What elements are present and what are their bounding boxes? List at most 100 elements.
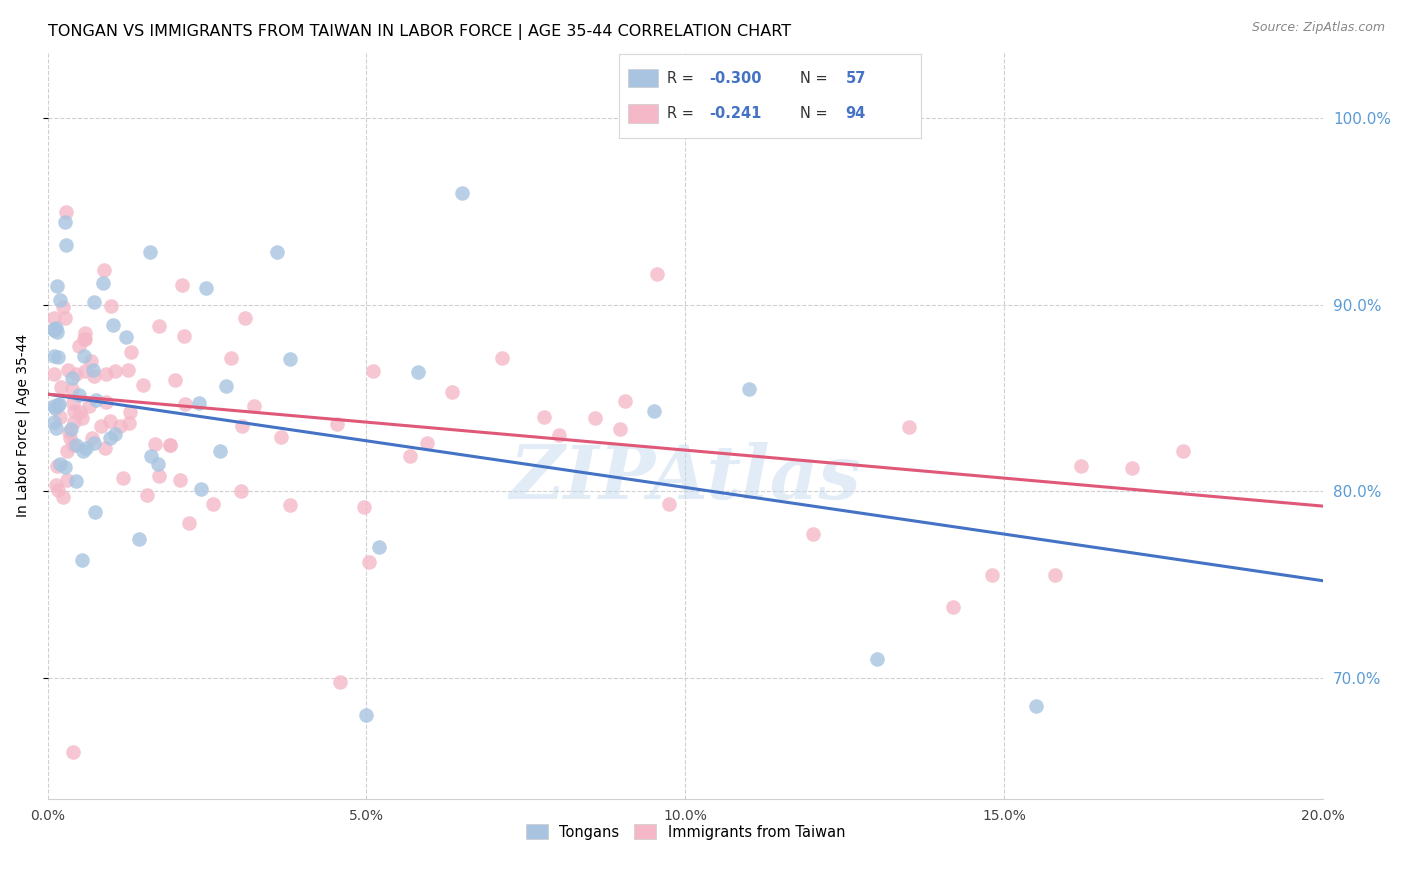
Point <box>645 267 668 281</box>
Point <box>356 708 378 723</box>
Point <box>233 310 256 325</box>
Point <box>63 404 86 418</box>
Point <box>75 442 97 456</box>
Point <box>266 244 288 259</box>
Point <box>96 395 118 409</box>
Point <box>231 483 253 498</box>
Point <box>48 457 70 471</box>
Point <box>201 498 224 512</box>
Point <box>98 414 121 428</box>
Point <box>45 321 67 335</box>
Point <box>738 382 761 396</box>
Point <box>120 405 142 419</box>
Point <box>100 431 122 445</box>
Text: N =: N = <box>800 70 832 86</box>
Point <box>46 458 69 473</box>
Point <box>45 421 67 435</box>
Point <box>73 332 96 346</box>
Point <box>65 438 87 452</box>
Point <box>132 377 155 392</box>
Point <box>118 416 141 430</box>
Legend: Tongans, Immigrants from Taiwan: Tongans, Immigrants from Taiwan <box>520 819 851 846</box>
Point <box>65 474 87 488</box>
Point <box>179 516 201 531</box>
Point <box>46 483 69 497</box>
Point <box>110 418 132 433</box>
Point <box>406 365 429 379</box>
Point <box>58 425 80 439</box>
Point <box>942 599 965 614</box>
Point <box>67 339 90 353</box>
Point <box>139 245 162 260</box>
Point <box>329 675 352 690</box>
Point <box>897 420 920 434</box>
Point <box>49 293 72 308</box>
Point <box>491 351 513 365</box>
Point <box>72 444 94 458</box>
Point <box>866 652 889 666</box>
Point <box>135 488 157 502</box>
Point <box>79 399 101 413</box>
Point <box>363 364 385 378</box>
Point <box>42 399 65 413</box>
Text: N =: N = <box>800 106 832 121</box>
Text: -0.241: -0.241 <box>710 106 762 121</box>
Point <box>59 422 82 436</box>
Point <box>326 417 349 432</box>
Point <box>75 332 97 346</box>
Point <box>706 111 728 125</box>
Point <box>451 186 474 200</box>
Point <box>159 438 181 452</box>
Point <box>173 328 195 343</box>
Point <box>399 449 422 463</box>
Point <box>63 415 86 429</box>
Point <box>42 367 65 381</box>
Point <box>174 397 197 411</box>
Point <box>46 350 69 364</box>
Point <box>62 438 84 452</box>
Point <box>46 326 69 340</box>
Point <box>42 322 65 336</box>
Point <box>1121 461 1143 475</box>
Point <box>65 367 87 381</box>
Point <box>94 442 117 456</box>
Point <box>190 482 212 496</box>
Point <box>52 490 75 504</box>
Point <box>357 555 380 569</box>
Point <box>67 387 90 401</box>
Point <box>53 459 76 474</box>
Point <box>801 527 824 541</box>
Point <box>62 746 84 760</box>
Point <box>278 498 301 512</box>
Point <box>368 540 391 554</box>
Point <box>93 262 115 277</box>
Text: TONGAN VS IMMIGRANTS FROM TAIWAN IN LABOR FORCE | AGE 35-44 CORRELATION CHART: TONGAN VS IMMIGRANTS FROM TAIWAN IN LABO… <box>48 24 790 40</box>
Point <box>56 363 79 377</box>
Point <box>120 345 142 359</box>
Point <box>48 397 70 411</box>
Point <box>208 444 231 458</box>
Text: 57: 57 <box>845 70 866 86</box>
Point <box>83 295 105 310</box>
Point <box>55 238 77 252</box>
Point <box>62 395 84 409</box>
Point <box>170 277 193 292</box>
Point <box>84 505 107 519</box>
Point <box>980 568 1002 582</box>
Point <box>215 379 238 393</box>
Point <box>45 478 67 492</box>
Point <box>270 430 292 444</box>
Point <box>94 367 117 381</box>
Point <box>49 380 72 394</box>
Point <box>416 435 439 450</box>
Point <box>75 326 97 340</box>
Point <box>53 215 76 229</box>
Text: R =: R = <box>666 106 703 121</box>
Point <box>69 404 91 418</box>
Point <box>146 458 169 472</box>
Point <box>42 310 65 325</box>
Point <box>52 300 75 314</box>
Point <box>231 419 253 434</box>
Point <box>219 351 242 366</box>
Point <box>59 431 82 445</box>
